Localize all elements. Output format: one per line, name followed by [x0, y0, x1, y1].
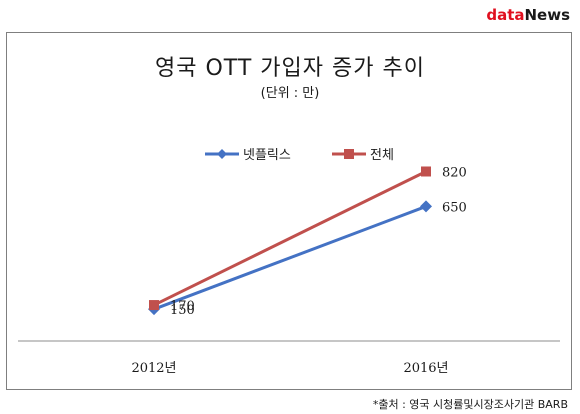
data-label: 150 [170, 303, 195, 318]
data-label: 170 [170, 299, 195, 314]
datanews-logo: data News [486, 6, 570, 24]
data-label: 820 [442, 165, 467, 180]
data-label: 650 [442, 200, 467, 215]
chart-frame [6, 32, 572, 390]
logo-part-data: data [486, 6, 525, 24]
x-tick-label: 2012년 [131, 361, 176, 376]
legend-label: 전체 [370, 148, 394, 163]
x-tick-label: 2016년 [403, 361, 448, 376]
logo-part-news: News [524, 6, 570, 24]
series-line-1 [153, 205, 427, 311]
legend-marker [344, 149, 354, 159]
source-note: *출처 : 영국 시청률및시장조사기관 BARB [372, 398, 568, 411]
legend-marker [217, 149, 227, 159]
chart-subtitle: (단위 : 만) [260, 86, 320, 101]
data-point-marker [420, 200, 432, 213]
legend-label: 넷플릭스 [243, 148, 291, 163]
data-point-marker [421, 166, 431, 177]
data-point-marker [149, 300, 159, 311]
series-line-2 [153, 170, 427, 307]
chart-title: 영국 OTT 가입자 증가 추이 [155, 56, 425, 81]
